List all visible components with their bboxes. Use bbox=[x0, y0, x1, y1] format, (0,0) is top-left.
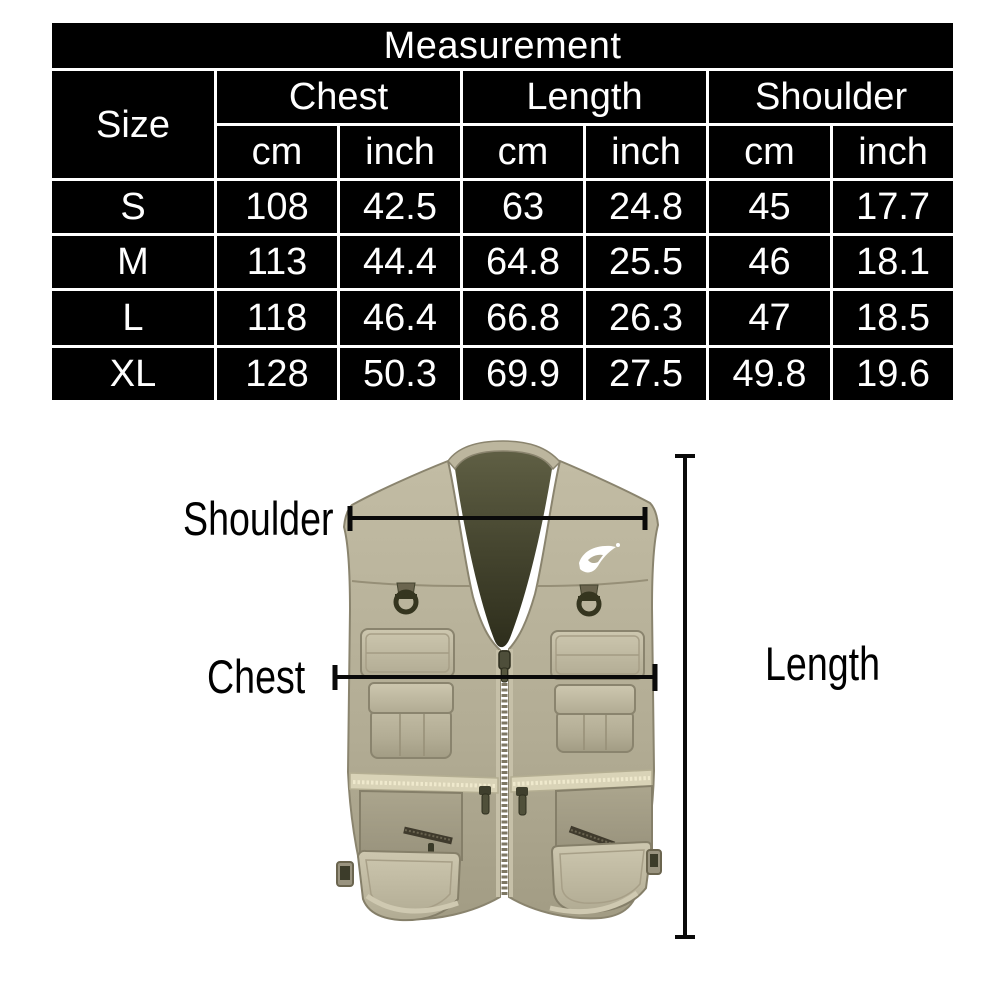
shoulder-label: Shoulder bbox=[183, 492, 334, 545]
cell-value: 63 bbox=[460, 178, 586, 236]
table-row-l: L 118 46.4 66.8 26.3 47 18.5 bbox=[49, 288, 957, 348]
cell-value: 46.4 bbox=[337, 288, 463, 348]
cell-value: 24.8 bbox=[583, 178, 709, 236]
table-row-s: S 108 42.5 63 24.8 45 17.7 bbox=[49, 178, 957, 236]
neck-opening bbox=[455, 451, 552, 648]
d-ring-left bbox=[393, 582, 419, 615]
size-value: XL bbox=[49, 345, 217, 403]
d-ring-right bbox=[576, 584, 602, 617]
hem-binding-left bbox=[365, 893, 459, 914]
cell-value: 69.9 bbox=[460, 345, 586, 403]
unit-header: inch bbox=[583, 123, 709, 181]
cell-value: 45 bbox=[706, 178, 833, 236]
cell-value: 118 bbox=[214, 288, 340, 348]
brand-logo bbox=[579, 543, 620, 573]
bellows-pocket-left bbox=[368, 682, 454, 759]
col-header-length: Length bbox=[460, 68, 709, 126]
table-row-xl: XL 128 50.3 69.9 27.5 49.8 19.6 bbox=[49, 345, 957, 403]
cell-value: 47 bbox=[706, 288, 833, 348]
bellows-pocket-right bbox=[554, 684, 636, 753]
cell-value: 113 bbox=[214, 233, 340, 291]
shoulder-dimension-line bbox=[347, 506, 648, 531]
yoke-seam-right bbox=[536, 579, 649, 587]
cell-value: 49.8 bbox=[706, 345, 833, 403]
cell-value: 25.5 bbox=[583, 233, 709, 291]
cell-value: 64.8 bbox=[460, 233, 586, 291]
unit-header: cm bbox=[706, 123, 833, 181]
collar bbox=[447, 440, 562, 471]
cell-value: 128 bbox=[214, 345, 340, 403]
cell-value: 19.6 bbox=[829, 345, 957, 403]
unit-header: cm bbox=[460, 123, 586, 181]
cell-value: 42.5 bbox=[337, 178, 463, 236]
unit-header: inch bbox=[829, 123, 957, 181]
col-header-size: Size bbox=[49, 68, 217, 181]
table-title: Measurement bbox=[48, 20, 957, 71]
cell-value: 18.5 bbox=[829, 288, 957, 348]
vest-diagram bbox=[332, 440, 695, 939]
cargo-pocket-left bbox=[356, 789, 463, 922]
chest-dimension-line bbox=[332, 664, 658, 691]
size-value: S bbox=[49, 178, 217, 236]
cell-value: 46 bbox=[706, 233, 833, 291]
side-tab-left bbox=[336, 861, 354, 887]
length-dimension-line bbox=[675, 454, 695, 939]
unit-header: cm bbox=[214, 123, 340, 181]
unit-header: inch bbox=[337, 123, 463, 181]
chest-label: Chest bbox=[207, 650, 306, 703]
size-value: M bbox=[49, 233, 217, 291]
cell-value: 108 bbox=[214, 178, 340, 236]
cell-value: 27.5 bbox=[583, 345, 709, 403]
front-zipper bbox=[496, 649, 513, 897]
length-label: Length bbox=[765, 637, 881, 690]
cell-value: 66.8 bbox=[460, 288, 586, 348]
cargo-pocket-right bbox=[550, 784, 653, 914]
col-header-chest: Chest bbox=[214, 68, 463, 126]
cell-value: 17.7 bbox=[829, 178, 957, 236]
table-row-m: M 113 44.4 64.8 25.5 46 18.1 bbox=[49, 233, 957, 291]
side-tab-right bbox=[646, 849, 662, 875]
cell-value: 18.1 bbox=[829, 233, 957, 291]
cell-value: 26.3 bbox=[583, 288, 709, 348]
chest-pocket-right bbox=[550, 630, 645, 680]
measurement-table: Measurement Size Chest Length Shoulder c… bbox=[48, 20, 957, 403]
cell-value: 50.3 bbox=[337, 345, 463, 403]
hem-binding-right bbox=[549, 890, 639, 915]
chest-pocket-left bbox=[360, 628, 455, 678]
col-header-shoulder: Shoulder bbox=[705, 68, 957, 126]
cell-value: 44.4 bbox=[337, 233, 463, 291]
size-value: L bbox=[49, 288, 217, 348]
